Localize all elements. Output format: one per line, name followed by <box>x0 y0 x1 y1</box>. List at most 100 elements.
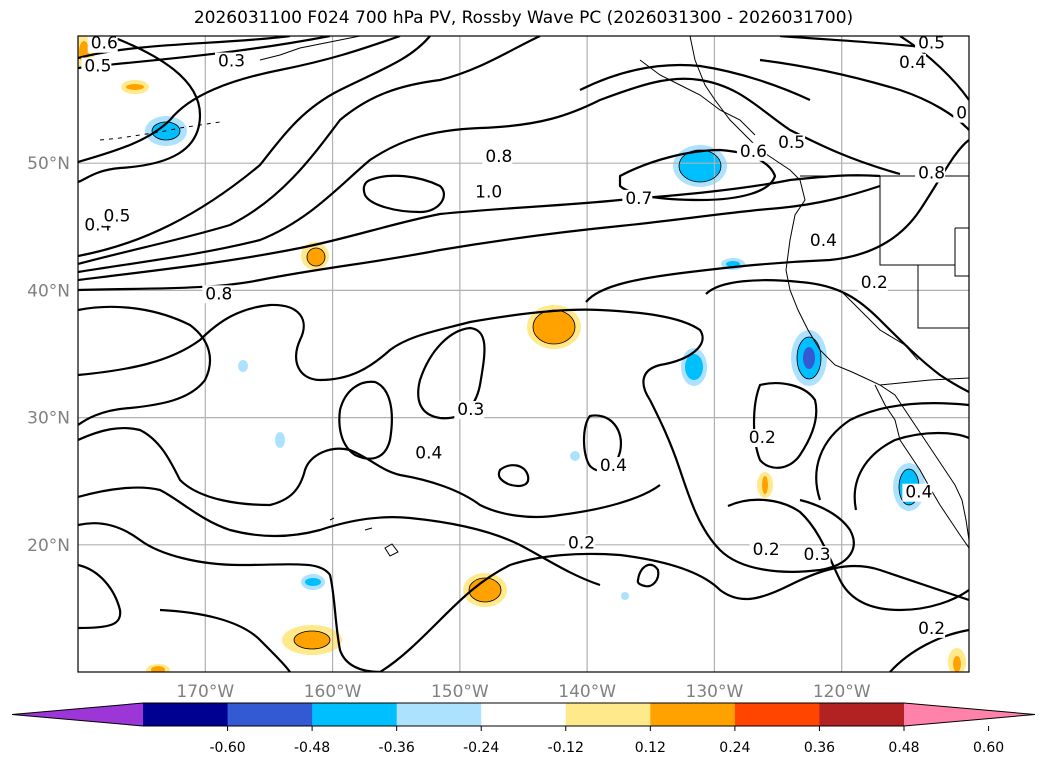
lon-tick-label: 130°W <box>686 682 744 702</box>
contour-label: 0.2 <box>861 273 888 293</box>
contour-label: 0.8 <box>918 163 945 183</box>
colorbar-tick-label: -0.24 <box>463 740 499 756</box>
contour-label: 0.3 <box>457 400 484 420</box>
contour-label-bg <box>800 546 831 565</box>
negative-anomaly-shade <box>726 261 740 267</box>
contour-label: 0.2 <box>956 104 983 124</box>
contour-line <box>779 36 931 50</box>
contour-line <box>636 563 660 588</box>
state-border-southwest <box>917 265 969 329</box>
contour-line <box>78 36 401 164</box>
colorbar-tick-label: 0.12 <box>635 740 666 756</box>
contour-line <box>853 431 969 511</box>
colorbar-tick-label: 0.36 <box>804 740 835 756</box>
contour-label: 0.5 <box>918 34 945 54</box>
map-title: 2026031100 F024 700 hPa PV, Rossby Wave … <box>193 8 854 28</box>
contour-label: 0.5 <box>778 133 805 153</box>
colorbar-extend-low <box>12 703 143 726</box>
contour-line <box>159 608 291 672</box>
contour-label-bg <box>749 540 780 559</box>
contour-label: 0.3 <box>804 545 831 565</box>
latitude-tick-labels: 50°N 40°N 30°N 20°N <box>27 154 70 556</box>
lon-tick-label: 150°W <box>431 682 489 702</box>
contour-label: 0.3 <box>218 52 245 72</box>
colorbar-tick-label: -0.12 <box>548 740 584 756</box>
lon-tick-label: 170°W <box>176 682 234 702</box>
contour-label-bg <box>745 429 776 448</box>
coastlines <box>99 36 969 557</box>
hawaiian-islands <box>329 517 399 557</box>
contour-label: 0.2 <box>749 428 776 448</box>
contour-label: 0.3 <box>40 577 67 597</box>
contour-label: 0.3 <box>994 73 1021 93</box>
contour-label: 0.6 <box>91 34 118 54</box>
contour-label: 0.2 <box>753 540 780 560</box>
contour-line <box>579 63 811 101</box>
contour-line <box>78 36 202 184</box>
contour-line <box>362 174 445 214</box>
contour-label-bg <box>915 619 946 638</box>
contour-label-bg <box>87 36 118 53</box>
contour-line <box>585 139 969 303</box>
longitude-tick-labels: 170°W 160°W 150°W 140°W 130°W 120°W <box>176 682 870 702</box>
contour-label-bg <box>806 231 837 250</box>
contour-label-bg <box>902 483 933 502</box>
contour-label-bg <box>81 57 112 76</box>
contour-line <box>78 426 661 519</box>
contour-label: 0.4 <box>810 231 837 251</box>
negative-anomaly-shade <box>621 592 629 600</box>
anomaly-outlines <box>151 121 920 650</box>
colorbar-tick-label: -0.36 <box>379 740 415 756</box>
contour-label-bg <box>202 285 233 304</box>
colorbar-tick-label: -0.60 <box>209 740 245 756</box>
colorbar-tick-label: 0.60 <box>973 740 1004 756</box>
positive-anomaly-shade <box>953 656 961 672</box>
contour-label: 0.5 <box>103 207 130 227</box>
contour-label-bg <box>736 142 767 161</box>
north-america-west-coast <box>689 36 969 541</box>
contour-label-bg <box>895 53 926 72</box>
contour-label-bg <box>412 444 443 463</box>
contour-line <box>727 498 969 612</box>
negative-anomaly-shade <box>679 150 721 182</box>
negative-anomaly-shade <box>570 451 580 461</box>
contour-line <box>78 36 541 266</box>
colorbar-extend-high <box>904 703 1035 726</box>
colorbar-tick-label: -0.48 <box>294 740 330 756</box>
colorbar-tick-label: 0.48 <box>888 740 919 756</box>
state-border-west <box>879 176 955 266</box>
lon-tick-label: 120°W <box>813 682 871 702</box>
contour-label: 0.8 <box>485 147 512 167</box>
contour-line <box>899 36 969 101</box>
negative-anomaly-shade <box>803 347 815 369</box>
contour-line <box>759 58 969 131</box>
contour-line <box>497 464 530 487</box>
contour-label-bg <box>100 207 131 226</box>
contour-line <box>78 174 881 282</box>
colorbar <box>11 702 1036 727</box>
contour-label-bg <box>37 578 67 596</box>
contour-line <box>78 305 212 426</box>
colorbar-swatch <box>227 703 313 726</box>
contour-label: 0.4 <box>415 443 442 463</box>
colorbar-swatch <box>396 703 482 726</box>
contour-label-bg <box>775 133 806 152</box>
contour-line <box>815 402 969 501</box>
baja-california-coast <box>874 384 969 549</box>
alaska-panhandle-coast <box>639 59 756 136</box>
contour-line <box>78 36 431 258</box>
contour-line <box>649 399 855 573</box>
colorbar-swatch <box>143 703 229 726</box>
colorbar-swatch <box>481 703 567 726</box>
positive-anomaly-shade <box>151 666 165 672</box>
contour-label: 0.4 <box>905 483 932 503</box>
contour-line <box>379 552 969 672</box>
contour-line <box>78 77 901 274</box>
contour-line <box>705 279 969 393</box>
positive-anomaly-shade <box>533 310 575 344</box>
contour-line <box>78 522 381 672</box>
contour-label-bg <box>596 457 627 476</box>
map-plot-area: 0.60.5 0.30.40.50.80.81.0 0.70.6 0.50.80.40… <box>37 34 1021 672</box>
contour-label: 0.2 <box>568 534 595 554</box>
